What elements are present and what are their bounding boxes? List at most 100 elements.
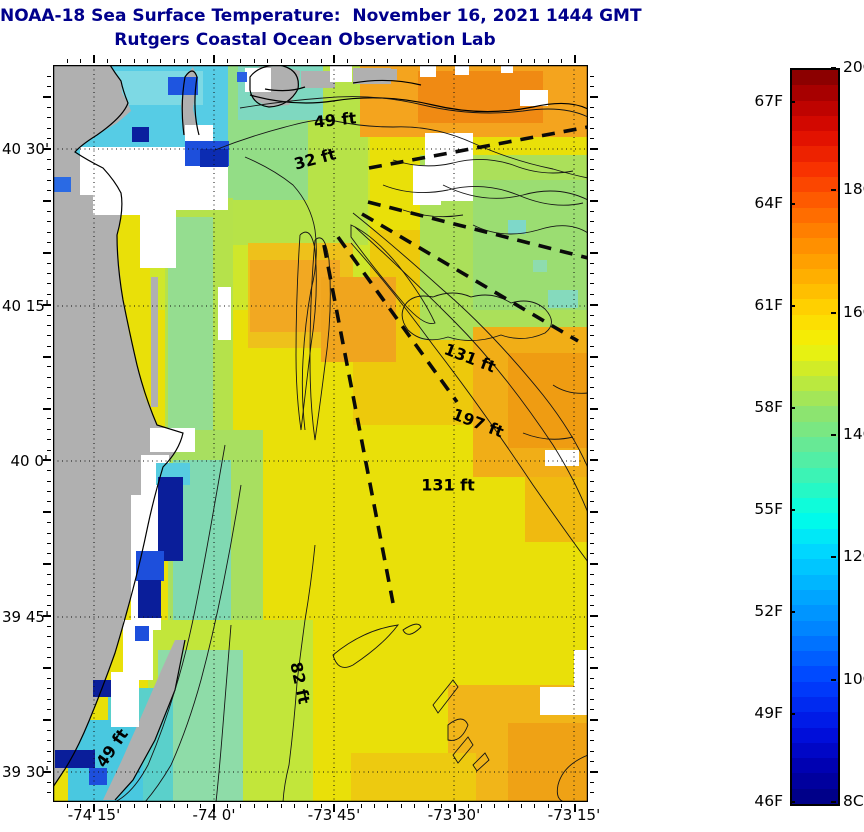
axis-tick bbox=[590, 553, 594, 555]
contour-valley-1 bbox=[352, 212, 588, 469]
axis-tick bbox=[43, 667, 51, 669]
colorbar-band bbox=[792, 482, 838, 499]
axis-tick bbox=[47, 314, 51, 316]
colorbar-band bbox=[792, 666, 838, 683]
axis-tick bbox=[561, 804, 563, 808]
sst-color-field bbox=[53, 65, 588, 802]
axis-tick bbox=[43, 96, 51, 99]
contour-blob bbox=[401, 292, 552, 341]
colorbar-fahrenheit-label: 46F bbox=[754, 792, 783, 810]
cold-pixel bbox=[168, 77, 198, 95]
cold-pixel bbox=[158, 477, 183, 561]
cloud-patch bbox=[330, 66, 352, 82]
contour-apex bbox=[382, 159, 584, 218]
axis-tick bbox=[590, 335, 594, 337]
axis-tick bbox=[590, 449, 594, 451]
axis-tick bbox=[240, 59, 242, 63]
axis-tick bbox=[440, 59, 442, 63]
cold-pixel bbox=[135, 626, 149, 641]
transect-lines bbox=[322, 125, 588, 604]
transect-line[interactable] bbox=[368, 125, 588, 170]
contour-32ft bbox=[244, 156, 317, 431]
axis-tick bbox=[307, 59, 309, 63]
colorbar-tick bbox=[831, 556, 836, 559]
axis-tick bbox=[590, 667, 598, 669]
axis-tick bbox=[47, 750, 51, 752]
axis-tick bbox=[47, 231, 51, 233]
axis-tick bbox=[590, 532, 594, 534]
axis-tick bbox=[590, 605, 594, 607]
contour-channel-ovals bbox=[295, 231, 331, 441]
new-jersey-land bbox=[53, 65, 183, 787]
axis-tick bbox=[43, 563, 51, 566]
axis-tick bbox=[200, 59, 202, 63]
colorbar-band bbox=[792, 207, 838, 224]
axis-tick bbox=[590, 293, 594, 295]
long-island-land bbox=[383, 69, 397, 80]
axis-tick bbox=[590, 636, 594, 638]
axis-tick bbox=[187, 59, 189, 63]
transect-line[interactable] bbox=[322, 244, 395, 604]
lon-tick-label: -73 30' bbox=[427, 806, 481, 824]
lat-tick-label: 40 0' bbox=[10, 452, 48, 470]
colorbar-band bbox=[792, 222, 838, 239]
axis-tick bbox=[47, 335, 51, 337]
axis-tick bbox=[133, 804, 135, 808]
contour-82ft-loops bbox=[332, 623, 422, 668]
axis-tick bbox=[47, 293, 51, 295]
axis-tick bbox=[47, 75, 51, 77]
colorbar-band bbox=[792, 421, 838, 438]
axis-tick bbox=[47, 522, 51, 524]
axis-tick bbox=[590, 355, 598, 358]
transect-line[interactable] bbox=[361, 212, 579, 343]
transect-line[interactable] bbox=[367, 200, 588, 260]
colorbar-tick bbox=[831, 189, 836, 192]
axis-tick bbox=[590, 470, 594, 472]
axis-tick bbox=[590, 740, 594, 742]
contour-valley-inner bbox=[350, 224, 436, 325]
axis-tick bbox=[590, 314, 594, 316]
axis-tick bbox=[47, 480, 51, 482]
axis-tick bbox=[47, 138, 51, 140]
colorbar-tick bbox=[790, 801, 795, 803]
lon-tick-label: -74 0' bbox=[192, 806, 236, 824]
axis-tick bbox=[47, 449, 51, 451]
colorbar-band bbox=[792, 345, 838, 362]
colorbar-band bbox=[792, 742, 838, 759]
axis-tick bbox=[47, 760, 51, 762]
axis-tick bbox=[467, 59, 469, 63]
axis-tick bbox=[590, 138, 594, 140]
transect-line[interactable] bbox=[336, 235, 459, 404]
barrier-island bbox=[151, 277, 158, 407]
axis-tick bbox=[573, 55, 576, 63]
axis-tick bbox=[320, 804, 322, 808]
colorbar-band bbox=[792, 437, 838, 453]
colorbar-band bbox=[792, 773, 838, 790]
axis-tick bbox=[547, 804, 549, 808]
axis-tick bbox=[590, 718, 598, 721]
axis-tick bbox=[590, 345, 594, 347]
axis-tick bbox=[47, 179, 51, 181]
axis-tick bbox=[360, 804, 362, 808]
nj-coastline bbox=[53, 65, 184, 788]
colorbar-band bbox=[792, 589, 838, 606]
colorbar-band bbox=[792, 406, 838, 423]
cloud-patch bbox=[574, 650, 588, 712]
contour-valley-3 bbox=[350, 242, 588, 563]
page-title: NOAA-18 Sea Surface Temperature: Novembe… bbox=[0, 6, 642, 26]
axis-tick bbox=[590, 199, 598, 202]
axis-tick bbox=[590, 418, 594, 420]
sst-patch bbox=[351, 753, 476, 802]
contour-60ft-south bbox=[144, 484, 242, 802]
colorbar-tick bbox=[831, 67, 836, 69]
axis-tick bbox=[47, 501, 51, 503]
axis-tick bbox=[590, 574, 594, 576]
colorbar-celsius-label: 16C bbox=[843, 302, 864, 321]
colorbar-celsius-label: 12C bbox=[843, 547, 864, 566]
axis-tick bbox=[120, 804, 122, 808]
colorbar-tick bbox=[790, 202, 795, 205]
axis-tick bbox=[453, 55, 456, 63]
colorbar-band bbox=[792, 559, 838, 576]
colorbar-band bbox=[792, 177, 838, 193]
axis-tick bbox=[360, 59, 362, 63]
